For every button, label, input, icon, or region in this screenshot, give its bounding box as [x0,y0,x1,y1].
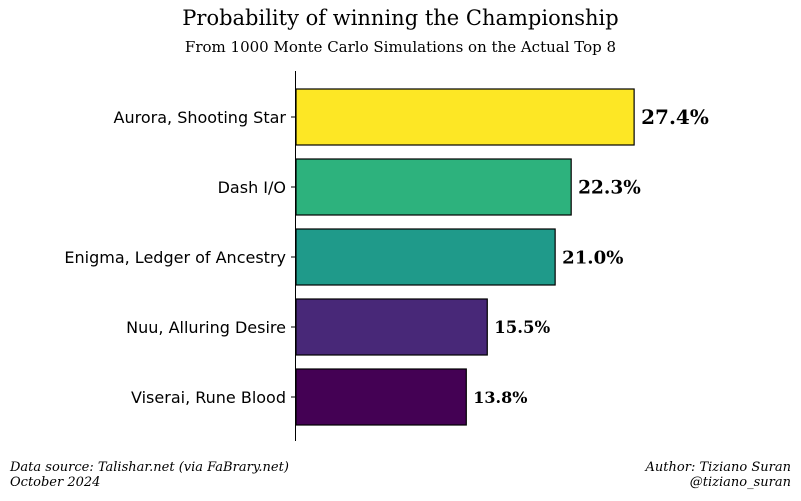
bar-aurora-shooting-star [295,88,635,146]
date-line: October 2024 [10,475,101,490]
data-source-note: Data source: Talishar.net (via FaBrary.n… [10,460,289,490]
category-label: Dash I/O [218,178,286,197]
value-label: 27.4% [641,105,709,129]
value-label: 15.5% [494,318,550,337]
chart-title: Probability of winning the Championship [182,6,619,30]
data-source-line: Data source: Talishar.net (via FaBrary.n… [10,460,289,475]
author-line: Author: Tiziano Suran [645,460,791,475]
chart-subtitle: From 1000 Monte Carlo Simulations on the… [184,38,617,56]
bar-enigma-ledger-of-ancestry [295,228,556,286]
author-note: Author: Tiziano Suran @tiziano_suran [646,460,791,490]
category-label: Aurora, Shooting Star [114,108,287,127]
category-label: Nuu, Alluring Desire [126,318,286,337]
category-label: Viserai, Rune Blood [131,388,286,407]
author-handle-line: @tiziano_suran [689,475,791,490]
value-label: 21.0% [562,248,623,269]
value-label: 22.3% [578,178,641,199]
bars-group: Aurora, Shooting Star 27.4% Dash I/O 22.3% E… [64,88,709,426]
bar-nuu-alluring-desire [295,298,488,356]
category-label: Enigma, Ledger of Ancestry [64,248,286,267]
bar-viserai-rune-blood [295,368,467,426]
bar-dash-i-o [295,158,572,216]
value-label: 13.8% [473,388,527,407]
